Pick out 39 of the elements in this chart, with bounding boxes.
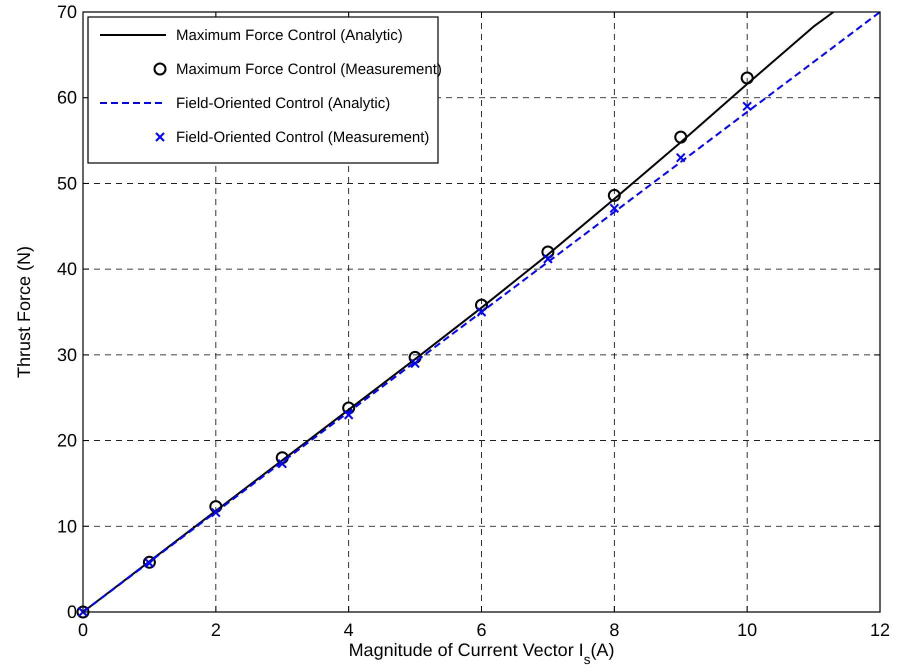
point (144, 558, 154, 568)
y-tick-label: 10 (56, 516, 77, 536)
point (410, 358, 420, 368)
x-axis-title: Magnitude of Current Vector I$_{s}$(A) (348, 640, 614, 666)
point (475, 298, 488, 312)
y-tick-label: 60 (56, 88, 77, 108)
y-tick-label: 20 (56, 430, 77, 451)
y-tick-label: 0 (66, 602, 77, 622)
y-tick-label: 40 (56, 259, 77, 280)
point (740, 72, 754, 84)
point (344, 410, 354, 420)
point (541, 246, 554, 258)
point (210, 508, 221, 518)
point (277, 458, 288, 469)
point (408, 350, 422, 364)
legend-label: Field-Oriented Control (Analytic) (176, 95, 390, 112)
point (609, 203, 620, 214)
x-tick-label: 4 (344, 620, 354, 640)
y-tick-label: 50 (56, 173, 77, 194)
x-tick-label: 2 (210, 620, 221, 640)
point (209, 500, 222, 514)
y-axis-title: Thrust Force (N) (14, 246, 34, 378)
y-tick-label: 30 (56, 344, 77, 365)
point (142, 556, 156, 569)
x-tick-label: 8 (609, 620, 620, 640)
point (674, 130, 688, 144)
x-tick-label: 10 (737, 620, 758, 640)
point (608, 188, 621, 202)
point (676, 152, 686, 163)
point (742, 101, 752, 112)
legend-label: Field-Oriented Control (Measurement) (176, 129, 430, 146)
point (342, 402, 356, 414)
point (276, 451, 289, 464)
legend-label: Maximum Force Control (Analytic) (176, 27, 403, 44)
point (542, 254, 553, 264)
y-tick-label: 70 (56, 2, 77, 22)
x-tick-label: 6 (476, 620, 487, 640)
point (476, 307, 486, 317)
x-tick-label: 12 (870, 620, 890, 640)
